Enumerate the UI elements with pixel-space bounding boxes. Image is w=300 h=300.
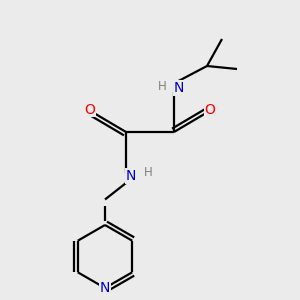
Text: O: O xyxy=(85,103,95,116)
Text: O: O xyxy=(205,103,215,116)
Text: N: N xyxy=(173,81,184,95)
Text: H: H xyxy=(158,80,166,94)
Text: N: N xyxy=(125,169,136,183)
Text: N: N xyxy=(100,281,110,295)
Text: H: H xyxy=(144,166,153,179)
